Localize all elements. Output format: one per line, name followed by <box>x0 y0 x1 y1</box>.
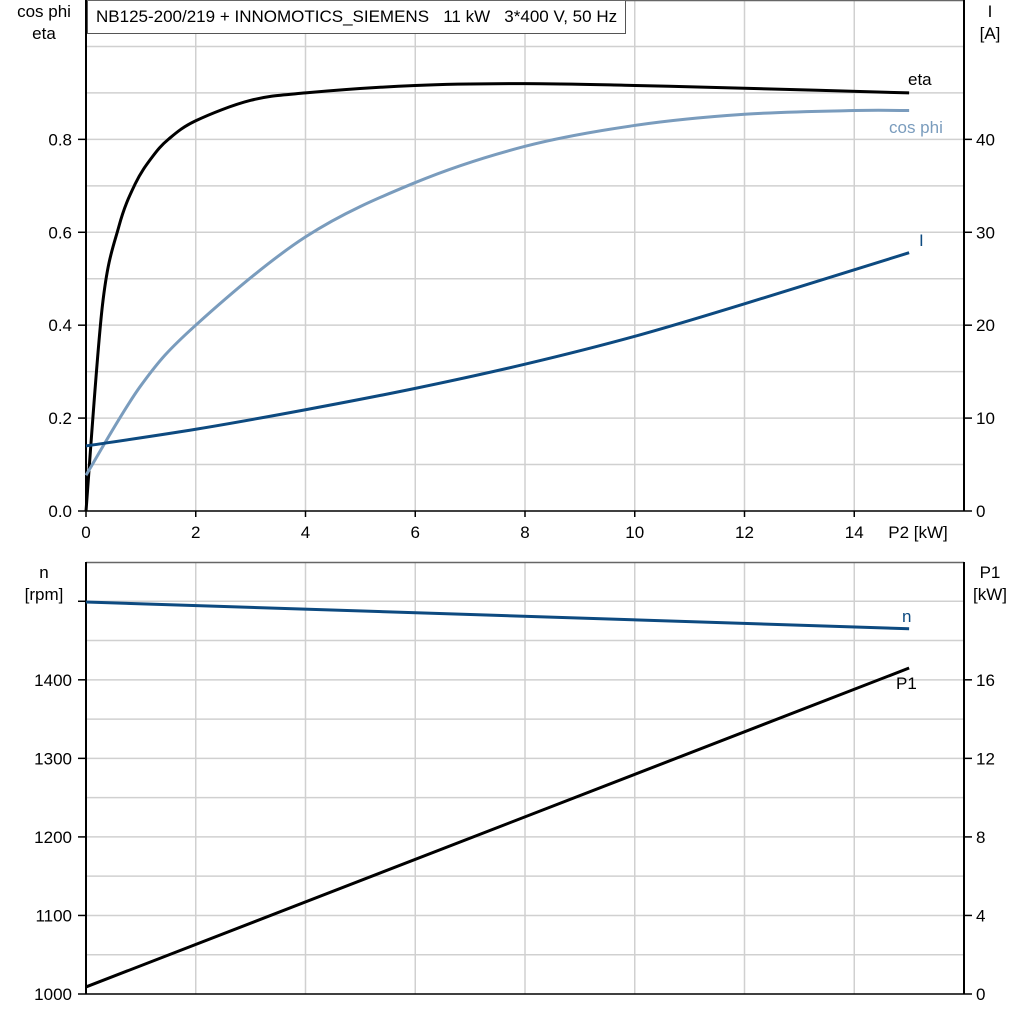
chart-title: NB125-200/219 + INNOMOTICS_SIEMENS 11 kW… <box>87 1 627 34</box>
right-axis-tick-label: 20 <box>976 316 995 335</box>
left-axis-label: cos phi <box>17 2 71 21</box>
left-axis-tick-label: 1100 <box>35 906 72 925</box>
right-axis-label: P1 <box>980 563 1001 582</box>
x-axis-tick-label: 12 <box>735 523 754 542</box>
right-axis-tick-label: 40 <box>976 130 995 149</box>
series-label-p1: P1 <box>896 674 917 693</box>
x-axis-tick-label: 2 <box>191 523 200 542</box>
left-axis-tick-label: 1400 <box>34 671 72 690</box>
right-axis-label: [kW] <box>973 585 1007 604</box>
x-axis-tick-label: 8 <box>520 523 529 542</box>
x-axis-tick-label: 10 <box>625 523 644 542</box>
right-axis-label: [A] <box>980 24 1001 43</box>
right-axis-tick-label: 16 <box>976 671 995 690</box>
series-label-i: I <box>919 231 924 250</box>
left-axis-label: eta <box>32 24 56 43</box>
series-label-eta: eta <box>908 70 932 89</box>
series-line-p1 <box>85 666 910 989</box>
right-axis-tick-label: 30 <box>976 223 995 242</box>
left-axis-label: [rpm] <box>25 585 64 604</box>
right-axis-tick-label: 10 <box>976 409 995 428</box>
x-axis-tick-label: 4 <box>301 523 310 542</box>
x-axis-label: P2 [kW] <box>888 523 948 542</box>
series-label-n: n <box>902 607 911 626</box>
series-label-cos-phi: cos phi <box>889 118 943 137</box>
left-axis-tick-label: 1000 <box>34 985 72 1004</box>
left-axis-tick-label: 1300 <box>34 749 72 768</box>
series-line-cos-phi <box>84 108 910 477</box>
right-axis-tick-label: 12 <box>976 749 995 768</box>
left-axis-tick-label: 0.8 <box>48 130 72 149</box>
x-axis-tick-label: 6 <box>411 523 420 542</box>
series-line-eta <box>84 82 910 512</box>
left-axis-tick-label: 1200 <box>34 828 72 847</box>
x-axis-tick-label: 14 <box>845 523 864 542</box>
left-axis-tick-label: 0.0 <box>48 502 72 521</box>
left-axis-tick-label: 0.2 <box>48 409 72 428</box>
right-axis-tick-label: 0 <box>976 985 985 1004</box>
right-axis-tick-label: 4 <box>976 906 985 925</box>
right-axis-label: I <box>988 2 993 21</box>
left-axis-tick-label: 0.4 <box>48 316 72 335</box>
right-axis-tick-label: 8 <box>976 828 985 847</box>
left-axis-label: n <box>39 563 48 582</box>
left-axis-tick-label: 0.6 <box>48 223 72 242</box>
right-axis-tick-label: 0 <box>976 502 985 521</box>
x-axis-tick-label: 0 <box>81 523 90 542</box>
series-line-i <box>85 251 910 448</box>
series-line-n <box>85 600 910 631</box>
